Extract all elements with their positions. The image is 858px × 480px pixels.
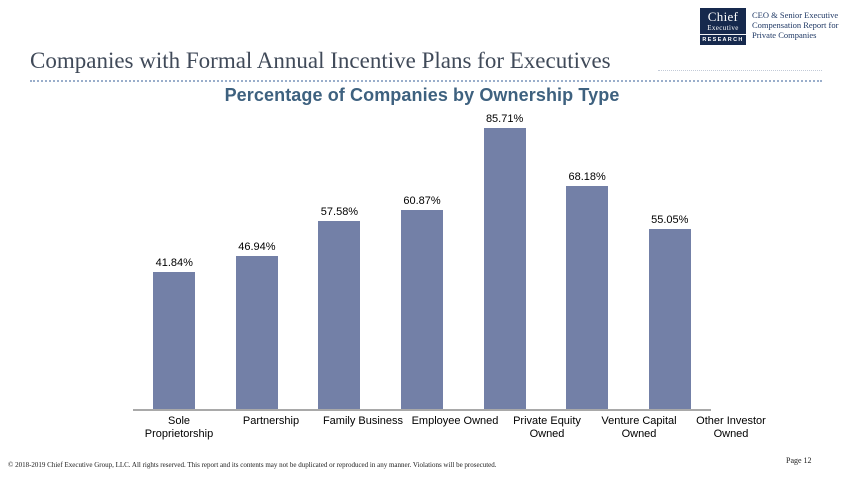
report-tagline: CEO & Senior Executive Compensation Repo… bbox=[752, 10, 838, 40]
category-label: Other Investor Owned bbox=[696, 415, 766, 440]
bar-value-label: 41.84% bbox=[155, 257, 193, 270]
category-cell: Venture Capital Owned bbox=[593, 415, 685, 441]
logo-brand-bottom: Executive bbox=[707, 24, 739, 32]
bar bbox=[648, 228, 691, 410]
category-cell: Private Equity Owned bbox=[501, 415, 593, 441]
category-cell: Employee Owned bbox=[409, 415, 501, 441]
bar bbox=[566, 185, 609, 410]
bar bbox=[235, 255, 278, 410]
category-label: Private Equity Owned bbox=[513, 415, 581, 440]
bar-value-label: 85.71% bbox=[485, 113, 524, 125]
bar-group: 68.18% bbox=[546, 110, 629, 410]
title-dotted-underline bbox=[30, 80, 822, 82]
bar bbox=[483, 128, 526, 410]
category-label: Employee Owned bbox=[411, 415, 499, 427]
category-label: Venture Capital Owned bbox=[601, 415, 677, 440]
footer-copyright: © 2018-2019 Chief Executive Group, LLC. … bbox=[8, 461, 497, 469]
bar bbox=[401, 209, 444, 410]
title-tail-dotted-rule bbox=[658, 70, 822, 71]
chief-executive-logo: Chief Executive RESEARCH bbox=[700, 8, 746, 45]
bar-group: 41.84% bbox=[133, 110, 216, 410]
category-axis-labels: Sole Proprietorship Partnership Family Bus… bbox=[133, 415, 766, 441]
category-cell: Family Business bbox=[317, 415, 409, 441]
bar-value-label: 57.58% bbox=[320, 205, 359, 218]
category-cell: Other Investor Owned bbox=[685, 415, 777, 441]
page-number: Page 12 bbox=[786, 456, 812, 465]
bar-group: 85.71% bbox=[463, 110, 546, 410]
bar-chart: 41.84% 46.94% 57.58% 60.87% 85.71% 68.18% 55.0… bbox=[133, 110, 711, 410]
tagline-line-1: CEO & Senior Executive bbox=[752, 10, 839, 20]
page-title: Companies with Formal Annual Incentive P… bbox=[30, 48, 611, 73]
category-cell: Sole Proprietorship bbox=[133, 415, 225, 441]
bar-value-label: 68.18% bbox=[568, 170, 606, 183]
x-axis-line bbox=[133, 409, 711, 411]
bar-value-label: 60.87% bbox=[403, 194, 441, 207]
bar-group: 60.87% bbox=[381, 110, 464, 410]
category-label: Family Business bbox=[322, 415, 404, 427]
chart-title: Percentage of Companies by Ownership Typ… bbox=[224, 85, 620, 105]
bar-group: 46.94% bbox=[216, 110, 299, 410]
category-label: Partnership bbox=[242, 415, 300, 427]
logo-research-label: RESEARCH bbox=[700, 34, 746, 44]
bar-group: 55.05% bbox=[628, 110, 711, 410]
category-label: Sole Proprietorship bbox=[144, 415, 214, 440]
tagline-line-3: Private Companies bbox=[752, 30, 817, 40]
bar-group: 57.58% bbox=[298, 110, 381, 410]
bar bbox=[318, 220, 361, 410]
bar bbox=[153, 272, 196, 410]
category-cell: Partnership bbox=[225, 415, 317, 441]
logo-brand-top: Chief bbox=[707, 9, 739, 24]
bar-value-label: 55.05% bbox=[651, 213, 689, 226]
tagline-line-2: Compensation Report for bbox=[752, 20, 839, 30]
bar-value-label: 46.94% bbox=[238, 240, 276, 253]
